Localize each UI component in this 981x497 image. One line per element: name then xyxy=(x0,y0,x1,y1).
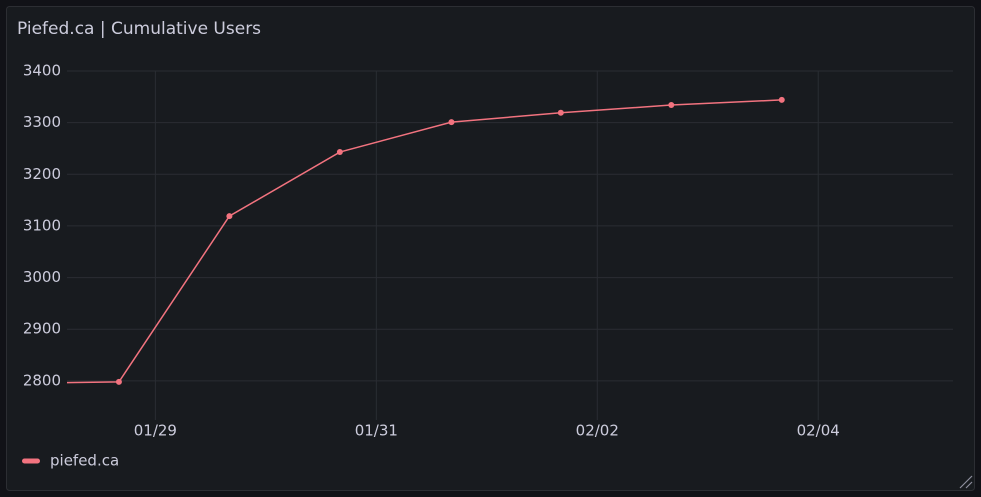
series-line xyxy=(67,99,782,384)
y-tick-label: 2900 xyxy=(23,320,61,338)
y-tick-label: 3200 xyxy=(23,165,61,183)
plot-area xyxy=(67,96,785,385)
legend-swatch xyxy=(22,458,40,464)
x-tick-label: 01/29 xyxy=(134,422,177,440)
chart-title: Piefed.ca | Cumulative Users xyxy=(17,19,261,39)
data-point xyxy=(668,102,675,109)
legend-label: piefed.ca xyxy=(50,452,119,470)
x-tick-label: 02/02 xyxy=(576,422,619,440)
grid xyxy=(67,70,953,420)
y-tick-label: 3000 xyxy=(23,268,61,286)
panel xyxy=(6,6,975,491)
data-point xyxy=(448,119,455,126)
data-point xyxy=(557,109,564,116)
x-tick-label: 01/31 xyxy=(355,422,398,440)
resize-handle[interactable] xyxy=(959,475,973,489)
data-point xyxy=(115,378,122,385)
y-tick-label: 3300 xyxy=(23,113,61,131)
y-tick-label: 2800 xyxy=(23,371,61,389)
y-tick-label: 3100 xyxy=(23,216,61,234)
data-point xyxy=(778,96,785,103)
x-tick-label: 02/04 xyxy=(797,422,840,440)
data-point xyxy=(336,149,343,156)
y-tick-label: 3400 xyxy=(23,61,61,79)
data-point xyxy=(226,213,233,220)
